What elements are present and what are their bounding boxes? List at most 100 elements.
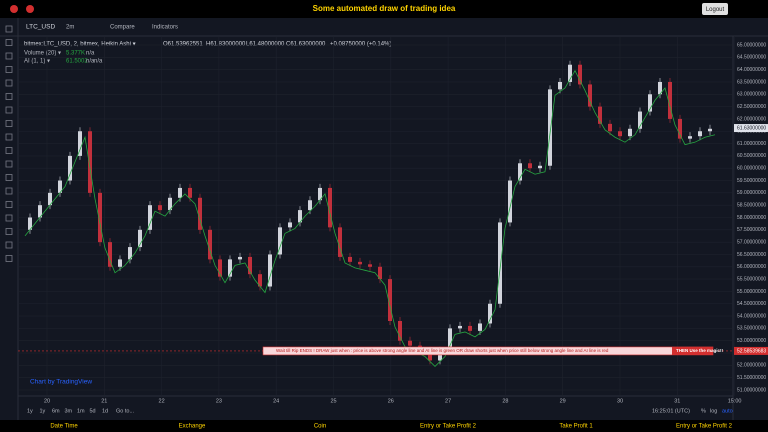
candle-body [318, 187, 322, 201]
range-button[interactable]: 1m [77, 408, 85, 414]
tool-icon[interactable] [5, 147, 13, 154]
y-tick-label: 54.50000000 [737, 301, 766, 307]
y-tick-label: 56.00000000 [737, 264, 766, 270]
range-button[interactable]: Go to... [116, 408, 135, 414]
logout-label[interactable]: Logout [706, 7, 725, 13]
tool-icon[interactable] [5, 187, 13, 195]
candle-body [518, 163, 522, 181]
interval[interactable]: 2m [66, 25, 74, 31]
range-button[interactable]: 1y [27, 408, 33, 414]
footer-label: Entry or Take Profit 2 [676, 424, 733, 430]
y-tick-label: 55.50000000 [737, 276, 766, 282]
candle-body [78, 131, 82, 156]
y-tick-label: 56.50000000 [737, 252, 766, 258]
candle-body [108, 242, 112, 267]
tool-icon[interactable] [5, 93, 13, 100]
x-tick-label: 27 [445, 398, 451, 404]
tool-icon[interactable] [5, 120, 13, 127]
legend-open: O61.53962551 [163, 42, 203, 48]
legend-ai-na: n/a [94, 59, 103, 65]
candle-body [558, 81, 562, 90]
candle-body [288, 222, 292, 228]
candle-body [638, 111, 642, 129]
icon[interactable] [26, 5, 34, 13]
x-tick-label: 25 [330, 398, 336, 404]
logout-button[interactable] [702, 3, 728, 15]
icon[interactable] [10, 5, 18, 13]
watermark[interactable]: Chart by TradingView [30, 379, 92, 386]
footer-label: Entry or Take Profit 2 [420, 424, 477, 430]
status-log[interactable]: log [710, 408, 717, 414]
tool-icon[interactable] [5, 39, 13, 46]
symbol[interactable]: LTC_USD [26, 24, 55, 31]
y-tick-label: 55.00000000 [737, 289, 766, 295]
range-button[interactable]: 5d [90, 408, 96, 414]
x-tick-label: 24 [273, 398, 279, 404]
candle-body [248, 256, 252, 275]
tool-icon[interactable] [5, 201, 13, 208]
candle-body [668, 81, 672, 119]
candle-body [128, 247, 132, 260]
candle-body [178, 187, 182, 198]
legend-high: H61.83000000 [206, 42, 246, 48]
x-tick-label: 21 [101, 398, 107, 404]
candle-body [308, 200, 312, 211]
tool-icon[interactable] [5, 228, 13, 235]
tool-icon[interactable] [5, 174, 13, 181]
compare[interactable]: Compare [110, 25, 135, 31]
footer-label: Exchange [179, 424, 206, 430]
y-tick-label: 60.00000000 [737, 166, 766, 172]
candle-body [608, 123, 612, 132]
indicators[interactable]: Indicators [152, 25, 178, 31]
tool-icon[interactable] [5, 52, 13, 60]
y-tick-label: 64.50000000 [737, 55, 766, 61]
range-button[interactable]: 1d [102, 408, 108, 414]
y-tick-label: 51.00000000 [737, 387, 766, 393]
y-tick-label: 57.00000000 [737, 239, 766, 245]
candle-body [708, 128, 712, 132]
candle-body [338, 227, 342, 257]
tool-icon[interactable] [5, 255, 13, 262]
y-tick-label: 65.00000000 [737, 42, 766, 48]
range-button[interactable]: 3m [65, 408, 73, 414]
y-tick-label: 60.50000000 [737, 153, 766, 159]
footer-bar [0, 420, 768, 432]
tool-icon[interactable] [5, 133, 13, 141]
annotation-magic-box [672, 346, 713, 355]
status-auto[interactable]: auto [722, 408, 733, 414]
legend-volume: Volume (20) ▾ [24, 51, 61, 57]
range-button[interactable]: 1y [40, 408, 46, 414]
tool-icon[interactable] [5, 214, 13, 222]
top-bar [0, 0, 768, 18]
tool-icon[interactable] [5, 25, 13, 33]
candle-body [628, 128, 632, 137]
page-title: Some automated draw of trading idea [313, 4, 456, 13]
candle-body [138, 229, 142, 248]
candle-body [298, 210, 302, 223]
y-tick-label: 51.50000000 [737, 375, 766, 381]
tool-icon[interactable] [5, 79, 13, 87]
candle-body [508, 180, 512, 223]
candle-body [58, 180, 62, 193]
candle-body [68, 155, 72, 181]
candle-body [238, 256, 242, 260]
tool-icon[interactable] [5, 106, 13, 114]
candle-body [478, 323, 482, 331]
x-tick-label: 23 [216, 398, 222, 404]
status-time: 16:25:01 (UTC) [652, 408, 690, 414]
tool-icon[interactable] [5, 66, 13, 73]
range-button[interactable]: 6m [52, 408, 60, 414]
candle-body [88, 131, 92, 193]
y-tick-label: 58.00000000 [737, 215, 766, 221]
candle-body [368, 264, 372, 267]
candle-body [38, 205, 42, 218]
candle-body [658, 81, 662, 95]
candle-body [408, 340, 412, 346]
candle-body [548, 89, 552, 166]
status-percent[interactable]: % [701, 408, 706, 414]
tool-icon[interactable] [5, 241, 13, 249]
tool-icon[interactable] [5, 160, 13, 168]
annotation-text: Wait till Rip ENDS ! DRAW just when : pr… [276, 348, 609, 353]
x-tick-label: 26 [388, 398, 394, 404]
